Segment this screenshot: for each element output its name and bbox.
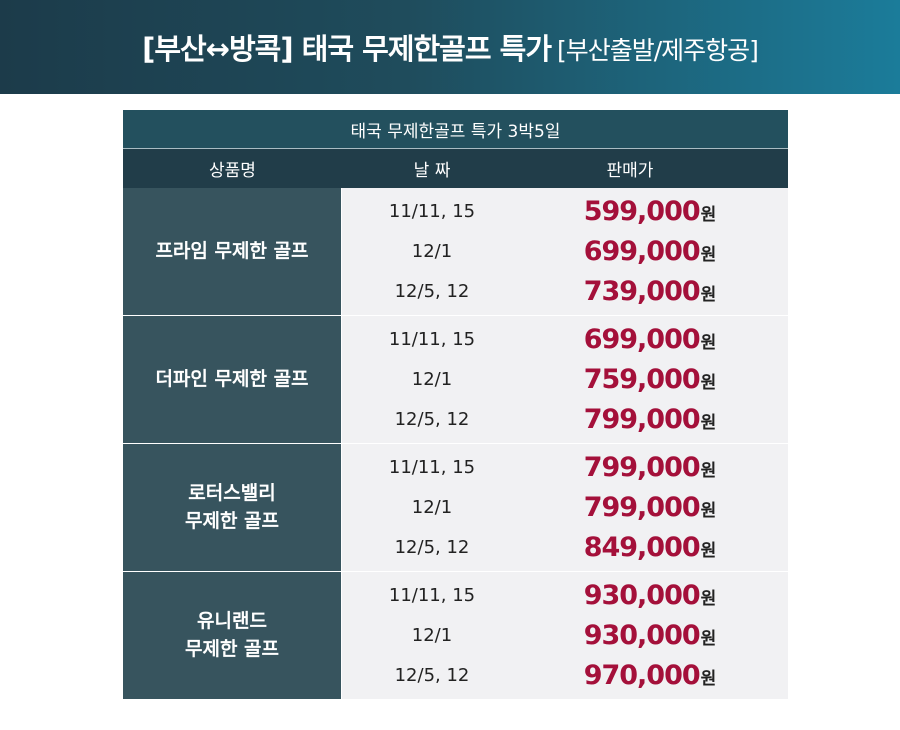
price-cell: 799,000원 xyxy=(522,404,788,435)
price-cell: 799,000원 xyxy=(522,452,788,483)
column-header-product: 상품명 xyxy=(209,161,256,181)
product-group: 로터스밸리 무제한 골프 11/11, 15 799,000원 12/1 799,000… xyxy=(123,444,788,572)
departure-date: 11/11, 15 xyxy=(388,457,476,478)
column-header-date: 날 짜 xyxy=(413,161,451,181)
currency-unit: 원 xyxy=(700,669,717,689)
price-cell: 930,000원 xyxy=(522,620,788,651)
departure-date: 12/1 xyxy=(411,241,453,262)
departure-date: 12/5, 12 xyxy=(394,409,470,430)
departure-date: 12/5, 12 xyxy=(394,281,470,302)
title-subtitle: [부산출발/제주항공] xyxy=(557,36,759,65)
product-group: 유니랜드 무제한 골프 11/11, 15 930,000원 12/1 930,000원… xyxy=(123,572,788,699)
currency-unit: 원 xyxy=(700,285,717,305)
option-row: 12/1 759,000원 xyxy=(342,360,788,400)
price-amount: 739,000 xyxy=(583,276,701,307)
price-cell: 799,000원 xyxy=(522,492,788,523)
departure-date: 12/5, 12 xyxy=(394,665,470,686)
price-amount: 930,000 xyxy=(583,620,701,651)
departure-date: 12/5, 12 xyxy=(394,537,470,558)
currency-unit: 원 xyxy=(700,373,717,393)
product-name: 더파인 무제한 골프 xyxy=(123,316,342,443)
price-cell: 739,000원 xyxy=(522,276,788,307)
currency-unit: 원 xyxy=(700,333,717,353)
option-row: 11/11, 15 599,000원 xyxy=(342,192,788,232)
currency-unit: 원 xyxy=(700,245,717,265)
option-row: 12/1 930,000원 xyxy=(342,616,788,656)
departure-date: 12/1 xyxy=(411,625,453,646)
price-cell: 699,000원 xyxy=(522,324,788,355)
price-cell: 970,000원 xyxy=(522,660,788,691)
option-row: 11/11, 15 699,000원 xyxy=(342,320,788,360)
currency-unit: 원 xyxy=(700,205,717,225)
departure-date: 11/11, 15 xyxy=(388,329,476,350)
price-amount: 699,000 xyxy=(583,324,701,355)
price-amount: 699,000 xyxy=(583,236,701,267)
option-list: 11/11, 15 799,000원 12/1 799,000원 12/5, 12 849… xyxy=(342,444,788,571)
page-title: [부산↔방콕] 태국 무제한골프 특가 [부산출발/제주항공] xyxy=(142,26,759,68)
product-group: 더파인 무제한 골프 11/11, 15 699,000원 12/1 759,000원 1… xyxy=(123,316,788,444)
price-cell: 849,000원 xyxy=(522,532,788,563)
price-cell: 599,000원 xyxy=(522,196,788,227)
option-row: 11/11, 15 799,000원 xyxy=(342,448,788,488)
price-cell: 699,000원 xyxy=(522,236,788,267)
option-list: 11/11, 15 599,000원 12/1 699,000원 12/5, 12 739… xyxy=(342,188,788,315)
currency-unit: 원 xyxy=(700,461,717,481)
option-row: 12/5, 12 970,000원 xyxy=(342,656,788,696)
product-name: 프라임 무제한 골프 xyxy=(123,188,342,315)
price-cell: 759,000원 xyxy=(522,364,788,395)
table-header-row: 상품명 날 짜 판매가 xyxy=(123,149,788,188)
departure-date: 11/11, 15 xyxy=(388,585,476,606)
option-row: 11/11, 15 930,000원 xyxy=(342,576,788,616)
option-list: 11/11, 15 930,000원 12/1 930,000원 12/5, 12 970… xyxy=(342,572,788,699)
product-group: 프라임 무제한 골프 11/11, 15 599,000원 12/1 699,000원 1… xyxy=(123,188,788,316)
departure-date: 11/11, 15 xyxy=(388,201,476,222)
price-amount: 849,000 xyxy=(583,532,701,563)
price-amount: 759,000 xyxy=(583,364,701,395)
banner-header: [부산↔방콕] 태국 무제한골프 특가 [부산출발/제주항공] xyxy=(0,0,900,94)
currency-unit: 원 xyxy=(700,629,717,649)
table-title: 태국 무제한골프 특가 3박5일 xyxy=(123,110,788,149)
price-amount: 799,000 xyxy=(583,492,701,523)
currency-unit: 원 xyxy=(700,501,717,521)
option-row: 12/5, 12 849,000원 xyxy=(342,528,788,568)
product-name: 유니랜드 무제한 골프 xyxy=(123,572,342,699)
option-row: 12/5, 12 739,000원 xyxy=(342,272,788,312)
price-amount: 599,000 xyxy=(583,196,701,227)
option-list: 11/11, 15 699,000원 12/1 759,000원 12/5, 12 799… xyxy=(342,316,788,443)
product-groups: 프라임 무제한 골프 11/11, 15 599,000원 12/1 699,000원 1… xyxy=(123,188,788,699)
column-header-price: 판매가 xyxy=(606,161,654,181)
price-table: 태국 무제한골프 특가 3박5일 상품명 날 짜 판매가 프라임 무제한 골프 1… xyxy=(123,110,788,699)
option-row: 12/1 699,000원 xyxy=(342,232,788,272)
departure-date: 12/1 xyxy=(411,369,453,390)
price-amount: 970,000 xyxy=(583,660,701,691)
currency-unit: 원 xyxy=(700,413,717,433)
option-row: 12/5, 12 799,000원 xyxy=(342,400,788,440)
currency-unit: 원 xyxy=(700,589,717,609)
departure-date: 12/1 xyxy=(411,497,453,518)
product-name: 로터스밸리 무제한 골프 xyxy=(123,444,342,571)
option-row: 12/1 799,000원 xyxy=(342,488,788,528)
price-amount: 930,000 xyxy=(583,580,701,611)
price-cell: 930,000원 xyxy=(522,580,788,611)
title-text: [부산↔방콕] 태국 무제한골프 특가 xyxy=(142,32,552,66)
price-amount: 799,000 xyxy=(583,452,701,483)
price-amount: 799,000 xyxy=(583,404,701,435)
currency-unit: 원 xyxy=(700,541,717,561)
